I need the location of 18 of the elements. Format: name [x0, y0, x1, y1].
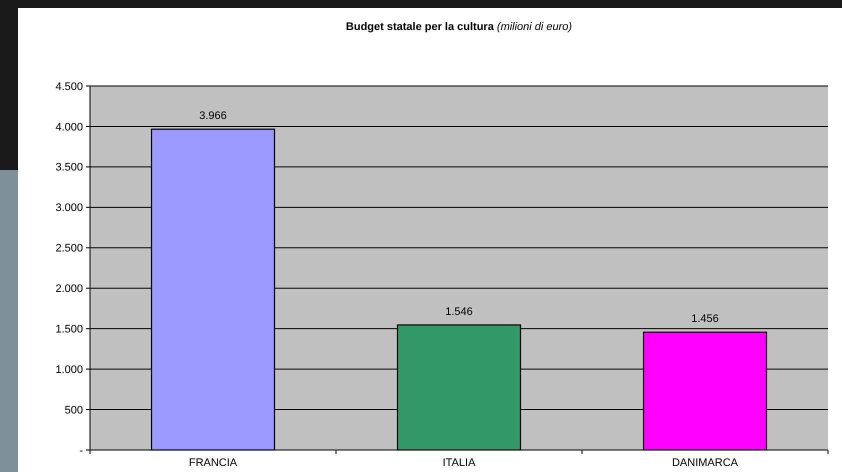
data-label: 1.546 — [445, 306, 473, 318]
x-tick-label: FRANCIA — [188, 457, 238, 469]
y-tick-label: 500 — [64, 404, 83, 416]
y-tick-label: 4.500 — [55, 80, 83, 93]
chart-subtitle: (milioni di euro) — [494, 21, 572, 33]
y-tick-label: 1.000 — [55, 364, 83, 376]
y-tick-label: - — [79, 444, 84, 457]
y-tick-label: 2.000 — [55, 283, 83, 296]
y-tick-label: 3.000 — [55, 202, 83, 214]
y-tick-label: 1.500 — [55, 324, 83, 336]
x-tick-label: ITALIA — [442, 457, 476, 469]
y-tick-label: 2.500 — [55, 242, 83, 255]
x-tick-label: DANIMARCA — [672, 457, 739, 469]
chart-title: Budget statale per la cultura — [346, 21, 495, 33]
y-tick-label: 4.000 — [55, 121, 83, 134]
data-label: 3.966 — [199, 110, 227, 122]
data-label: 1.456 — [691, 313, 719, 326]
y-tick-label: 3.500 — [55, 162, 83, 174]
